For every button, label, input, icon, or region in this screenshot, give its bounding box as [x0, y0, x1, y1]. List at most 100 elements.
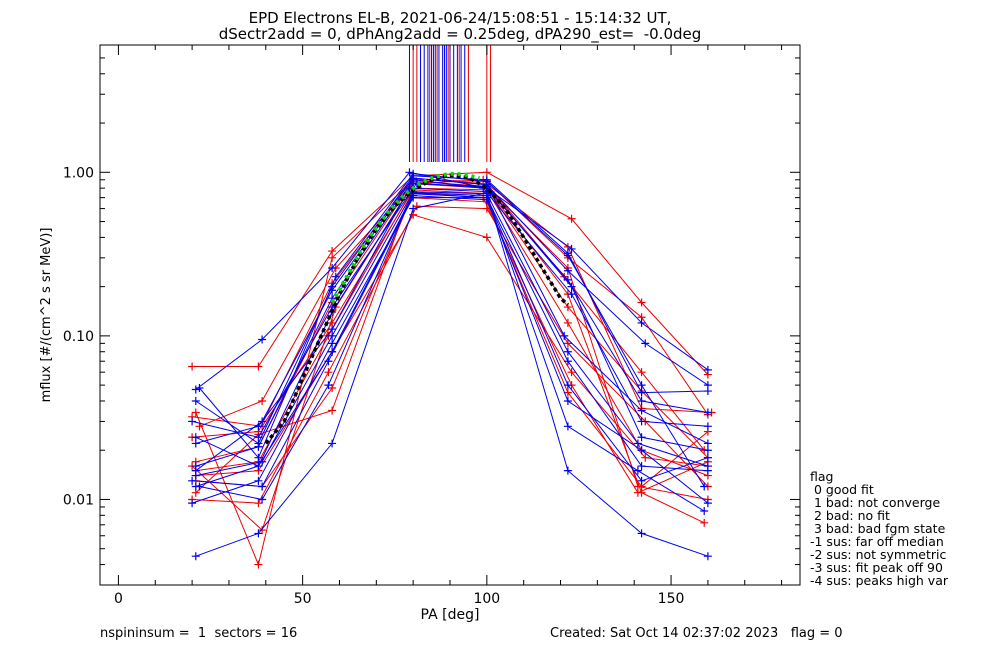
data-point — [254, 529, 263, 538]
data-point — [331, 272, 340, 281]
data-point — [563, 381, 572, 390]
data-point — [254, 453, 263, 462]
data-point — [703, 446, 712, 455]
data-point — [328, 325, 337, 334]
data-point — [258, 396, 267, 405]
data-point — [637, 318, 646, 327]
series-line — [195, 177, 709, 472]
legend-item: 3 bad: bad fgm state — [810, 521, 946, 536]
data-point — [637, 396, 646, 405]
x-tick-label: 0 — [114, 591, 123, 607]
series-line — [195, 192, 709, 557]
data-point — [560, 331, 569, 340]
data-point — [254, 476, 263, 485]
data-point — [191, 482, 200, 491]
legend-item: 0 good fit — [810, 482, 874, 497]
data-point — [703, 408, 712, 417]
data-point — [324, 381, 333, 390]
legend-item: -3 sus: fit peak off 90 — [810, 560, 943, 575]
data-point — [328, 406, 337, 415]
data-point — [641, 453, 650, 462]
data-point — [328, 286, 337, 295]
series-line — [192, 189, 709, 459]
flag-legend: flag 0 good fit 1 bad: not converge 2 ba… — [810, 470, 948, 587]
data-point — [703, 552, 712, 561]
data-point — [563, 422, 572, 431]
data-point — [567, 244, 576, 253]
x-axis-label: PA [deg] — [421, 607, 480, 623]
data-point — [637, 381, 646, 390]
data-point — [191, 471, 200, 480]
data-point — [482, 177, 491, 186]
data-point — [637, 406, 646, 415]
data-point — [563, 347, 572, 356]
data-point — [191, 385, 200, 394]
legend-item: -4 sus: peaks high var — [810, 573, 949, 588]
data-point — [563, 388, 572, 397]
data-point — [188, 362, 197, 371]
series-line — [195, 179, 708, 467]
data-point — [700, 482, 709, 491]
series-line — [191, 182, 708, 438]
data-point — [188, 417, 197, 426]
data-point — [328, 339, 337, 348]
data-point — [328, 439, 337, 448]
data-point — [637, 462, 646, 471]
series-line — [191, 183, 705, 531]
series-line — [192, 171, 709, 375]
y-tick-label: 0.10 — [63, 329, 94, 345]
y-axis-label: mflux [#/(cm^2 s sr MeV)] — [39, 228, 54, 403]
data-point — [258, 526, 267, 535]
data-point — [637, 476, 646, 485]
series-line — [192, 177, 712, 438]
series-line — [192, 205, 709, 504]
data-point — [637, 298, 646, 307]
x-tick-label: 100 — [473, 591, 500, 607]
series-line — [195, 197, 709, 494]
data-point — [324, 368, 333, 377]
data-point — [703, 439, 712, 448]
data-point — [567, 368, 576, 377]
series-line — [192, 195, 709, 504]
data-point — [637, 446, 646, 455]
series-line — [199, 173, 705, 487]
series-line — [195, 214, 708, 477]
series-line — [195, 171, 709, 390]
data-point — [563, 266, 572, 275]
data-point — [637, 368, 646, 377]
data-point — [633, 482, 642, 491]
data-point — [703, 365, 712, 374]
y-tick-label: 1.00 — [63, 165, 94, 181]
data-point — [258, 457, 267, 466]
data-point — [191, 396, 200, 405]
data-point — [328, 253, 337, 262]
data-point — [188, 476, 197, 485]
data-point — [254, 560, 263, 569]
data-point — [637, 433, 646, 442]
data-point — [254, 499, 263, 508]
data-point — [258, 335, 267, 344]
series-line — [195, 191, 709, 477]
axes-layer: 0 50 100 150 0.01 0.10 1.00 — [63, 45, 800, 607]
data-point — [188, 499, 197, 508]
x-tick-label: 50 — [294, 591, 312, 607]
data-point — [191, 462, 200, 471]
series-line — [195, 187, 709, 477]
data-point — [328, 331, 337, 340]
data-point — [563, 251, 572, 260]
data-point — [482, 204, 491, 213]
footer-spin-info: nspininsum = 1 sectors = 16 — [100, 626, 298, 641]
data-point — [563, 318, 572, 327]
data-point — [700, 507, 709, 516]
y-tick-label: 0.01 — [63, 492, 94, 508]
data-point — [254, 433, 263, 442]
data-point — [328, 347, 337, 356]
legend-item: -2 sus: not symmetric — [810, 547, 947, 562]
series-line — [199, 192, 705, 512]
fit-curve-green — [330, 171, 480, 304]
data-point — [563, 396, 572, 405]
data-point — [641, 339, 650, 348]
data-point — [258, 482, 267, 491]
footer-created-info: Created: Sat Oct 14 02:37:02 2023 flag =… — [550, 626, 843, 641]
